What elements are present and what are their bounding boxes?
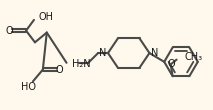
Text: N: N [99, 48, 106, 58]
Text: N: N [151, 48, 159, 58]
Text: O: O [168, 59, 176, 69]
Text: O: O [56, 65, 63, 75]
Text: O: O [6, 26, 13, 36]
Text: HO: HO [20, 82, 36, 92]
Text: OH: OH [39, 12, 54, 22]
Text: CH₃: CH₃ [184, 52, 203, 62]
Text: H₂N: H₂N [72, 59, 91, 69]
